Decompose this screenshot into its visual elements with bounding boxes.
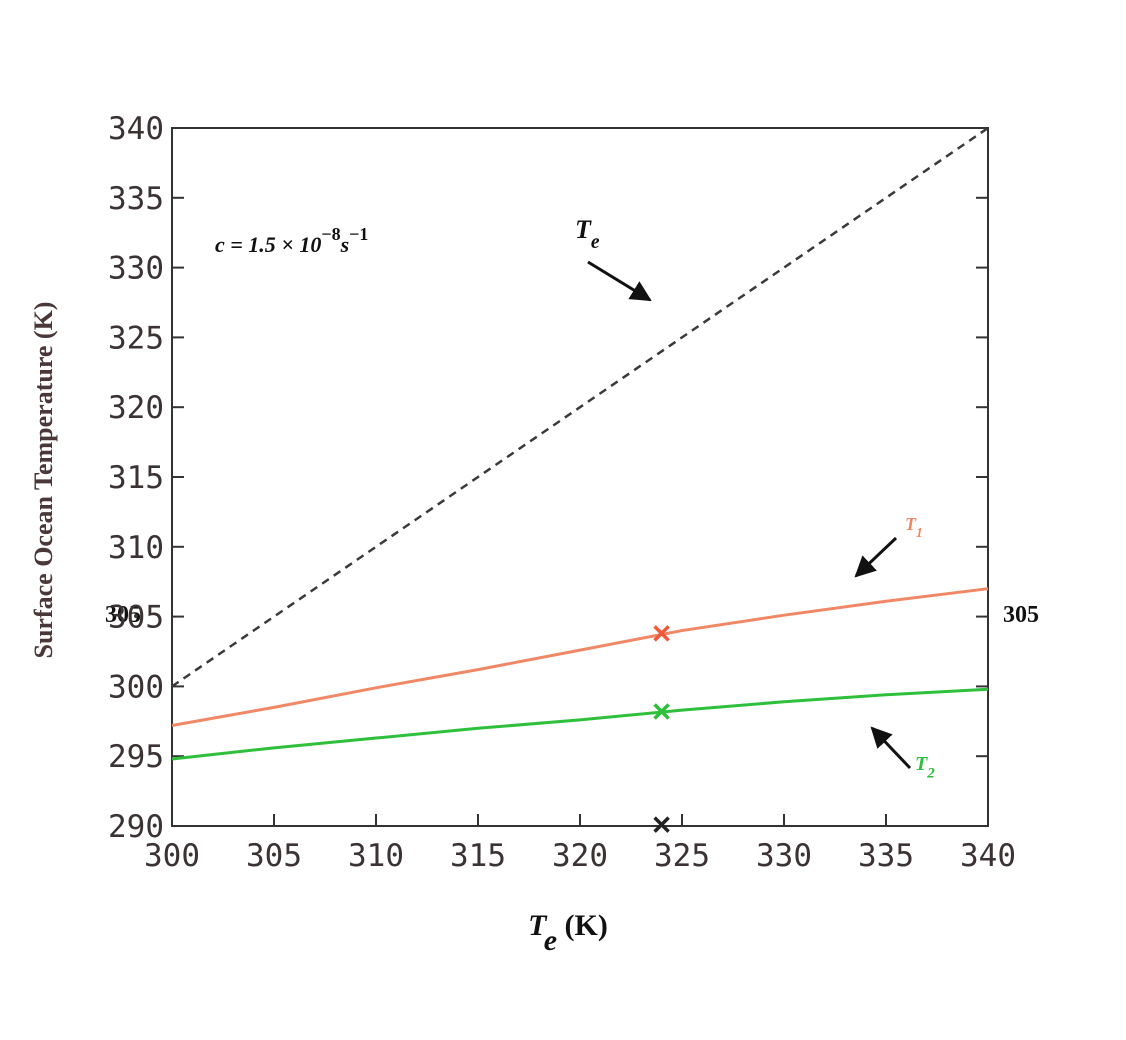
line bbox=[171, 687, 989, 761]
x-tick-label: 325 bbox=[654, 838, 710, 874]
y-tick-label: 330 bbox=[108, 251, 164, 287]
y-tick-label: 325 bbox=[108, 320, 164, 356]
y-axis-label: Surface Ocean Temperature (K) bbox=[29, 302, 58, 659]
arrow bbox=[854, 536, 898, 578]
x-tick-label: 300 bbox=[144, 838, 200, 874]
x-tick-label: 310 bbox=[348, 838, 404, 874]
series-label: Te bbox=[575, 215, 600, 253]
annotation-exp: −8 bbox=[321, 224, 340, 244]
annotation-exp: −1 bbox=[349, 224, 368, 244]
marker bbox=[653, 816, 670, 833]
y-tick-label: 320 bbox=[108, 390, 164, 426]
annotation-text: c = 1.5 × 10 bbox=[215, 232, 321, 257]
x-axis-label: Te (K) bbox=[528, 909, 608, 957]
side-label: 305 bbox=[105, 602, 141, 628]
marker bbox=[653, 625, 670, 642]
y-tick-label: 315 bbox=[108, 460, 164, 496]
y-tick-label: 340 bbox=[108, 111, 164, 147]
arrow bbox=[587, 260, 652, 302]
x-tick-label: 315 bbox=[450, 838, 506, 874]
x-tick-label: 320 bbox=[552, 838, 608, 874]
x-tick-label: 335 bbox=[858, 838, 914, 874]
x-tick-label: 340 bbox=[960, 838, 1016, 874]
x-tick-label: 330 bbox=[756, 838, 812, 874]
y-tick-label: 290 bbox=[108, 809, 164, 845]
line bbox=[171, 587, 989, 727]
line bbox=[171, 126, 989, 688]
side-label: 305 bbox=[1003, 602, 1039, 628]
annotation-unit: s bbox=[340, 232, 350, 257]
series-label: T1 bbox=[905, 514, 923, 540]
annotation: c = 1.5 × 10−8s−1 bbox=[215, 224, 368, 257]
y-tick-label: 305 bbox=[108, 600, 164, 636]
arrow bbox=[870, 726, 912, 770]
y-tick-label: 310 bbox=[108, 530, 164, 566]
x-tick-label: 305 bbox=[246, 838, 302, 874]
series-label: T2 bbox=[915, 753, 935, 782]
y-tick-label: 335 bbox=[108, 181, 164, 217]
marker bbox=[653, 703, 670, 720]
y-tick-label: 295 bbox=[108, 739, 164, 775]
y-tick-label: 300 bbox=[108, 669, 164, 705]
